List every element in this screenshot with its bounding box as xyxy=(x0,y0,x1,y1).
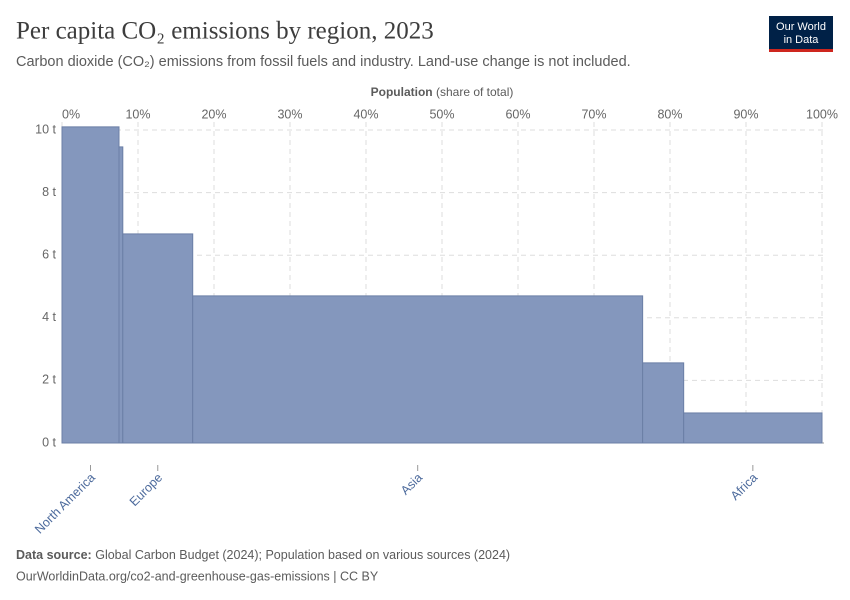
bar xyxy=(61,126,120,444)
x-tick-label: 40% xyxy=(353,107,378,121)
logo-text: Our World xyxy=(776,21,826,33)
y-tick-label: 2 t xyxy=(42,373,56,387)
y-tick-label: 4 t xyxy=(42,310,56,324)
x-tick-label: 100% xyxy=(806,107,838,121)
x-tick-label: 90% xyxy=(733,107,758,121)
logo-text: in Data xyxy=(784,34,820,46)
bar xyxy=(642,362,685,444)
x-tick-label: 30% xyxy=(277,107,302,121)
x-axis-label: Population (share of total) xyxy=(371,85,514,99)
x-tick-label: 60% xyxy=(505,107,530,121)
x-tick-label: 10% xyxy=(125,107,150,121)
category-label: Asia xyxy=(398,471,425,498)
category-label: Africa xyxy=(728,471,761,504)
y-tick-label: 0 t xyxy=(42,435,56,449)
bar xyxy=(683,412,823,444)
chart-title: Per capita CO₂ emissions by region, 2023 xyxy=(16,18,434,45)
x-axis-label-note: (share of total) xyxy=(436,85,513,99)
x-tick-label: 0% xyxy=(62,107,80,121)
source-text: Global Carbon Budget (2024); Population … xyxy=(95,548,510,562)
x-tick-label: 80% xyxy=(657,107,682,121)
x-tick-label: 70% xyxy=(581,107,606,121)
logo-box xyxy=(769,16,833,52)
plot: 0 t 2 t 4 t 6 t 8 t 10 t 0% 10% 20% 30% 40% 50% 60% 7… xyxy=(32,107,838,536)
logo-bar xyxy=(769,49,833,52)
x-axis-label-main: Population xyxy=(371,85,433,99)
bar xyxy=(122,233,194,444)
source-label: Data source: xyxy=(16,548,92,562)
y-tick-label: 6 t xyxy=(42,247,56,261)
y-tick-label: 8 t xyxy=(42,185,56,199)
source: Data source: Global Carbon Budget (2024)… xyxy=(16,548,510,562)
category-label: Europe xyxy=(127,471,165,509)
category-label: North America xyxy=(32,471,98,537)
x-tick-label: 20% xyxy=(201,107,226,121)
y-tick-label: 10 t xyxy=(35,122,56,136)
x-tick-label: 50% xyxy=(429,107,454,121)
bar xyxy=(118,146,124,444)
chart-subtitle: Carbon dioxide (CO₂) emissions from foss… xyxy=(16,54,631,70)
source-url: OurWorldinData.org/co2-and-greenhouse-ga… xyxy=(16,569,379,583)
bar xyxy=(192,295,644,444)
